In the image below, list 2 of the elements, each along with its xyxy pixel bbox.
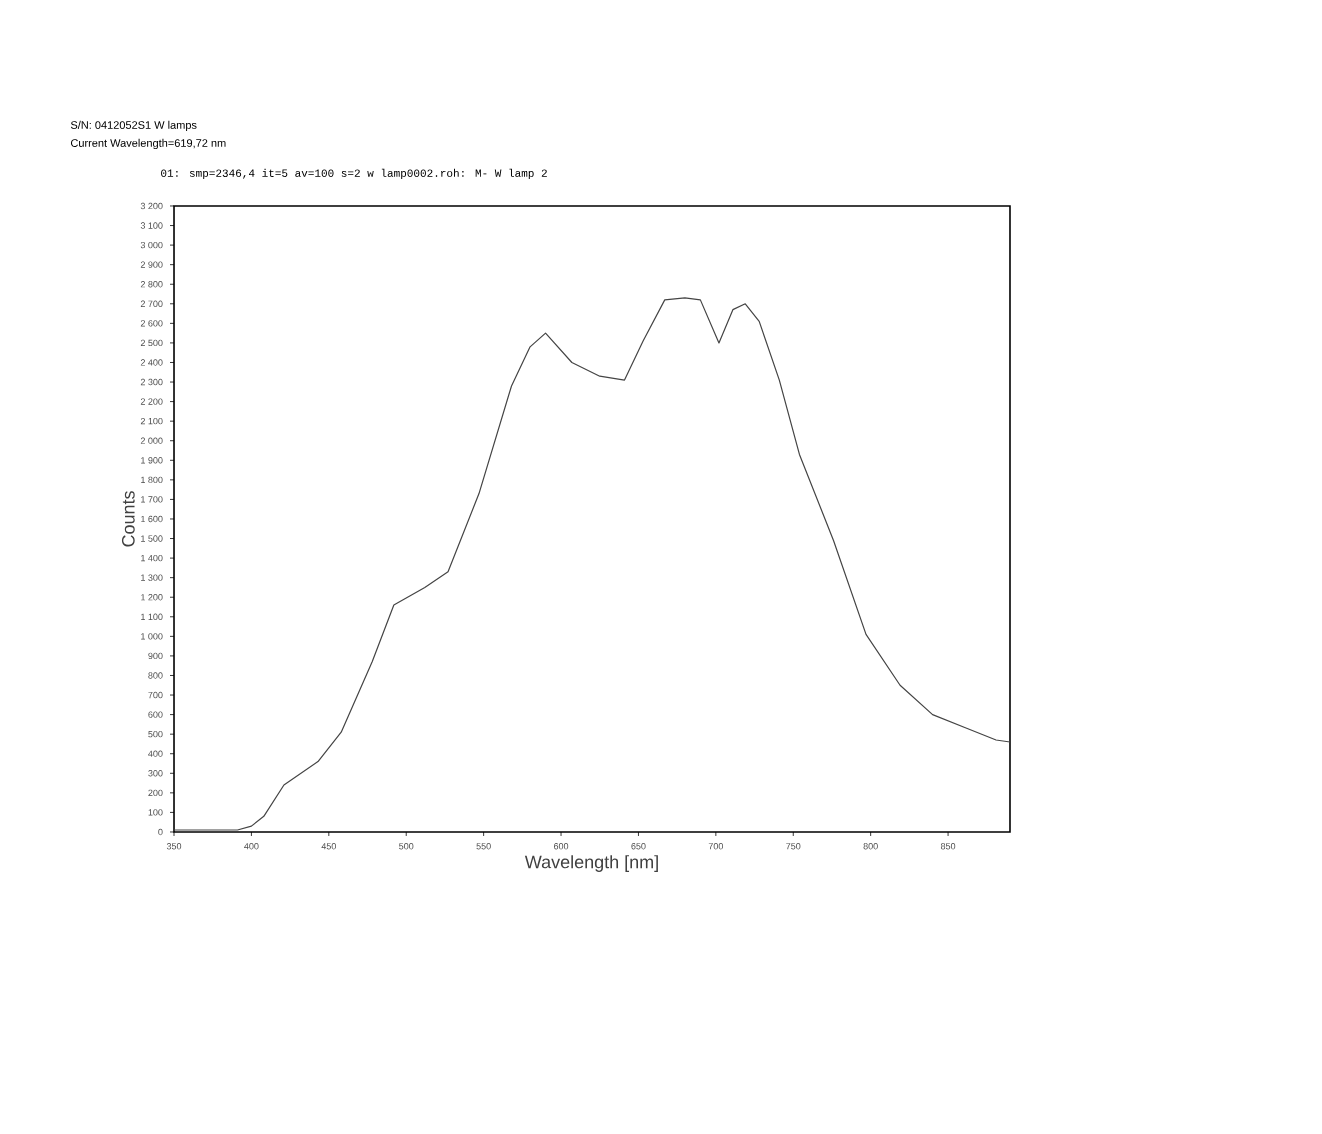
y-axis-title: Counts xyxy=(121,491,135,547)
x-axis-title: Wavelength [nm] xyxy=(524,855,658,872)
